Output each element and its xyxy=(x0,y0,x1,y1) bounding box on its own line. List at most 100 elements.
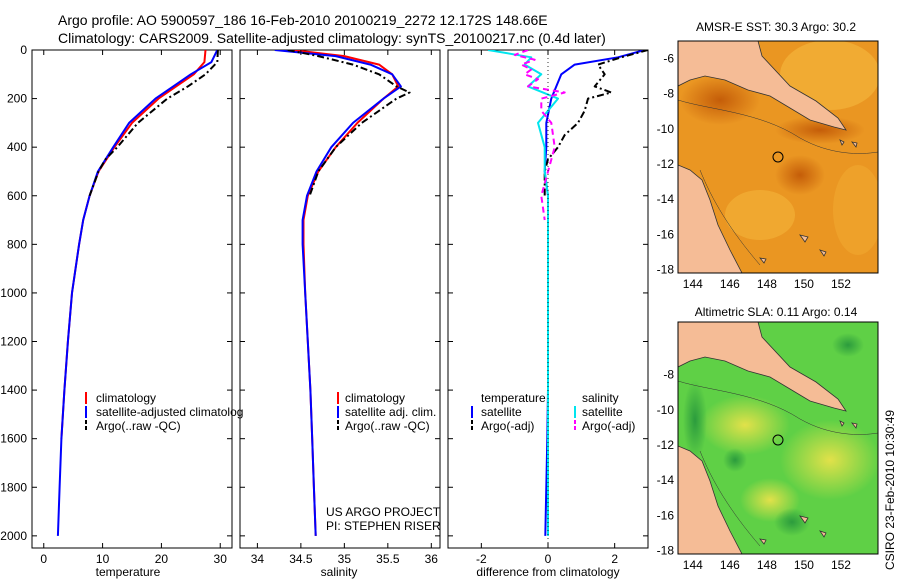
temperature-x-tick-label: 10 xyxy=(96,552,110,566)
difference-x-tick-label: -2 xyxy=(476,552,487,566)
sla-low-patch xyxy=(723,448,747,472)
sst_map-lon-tick-label: 148 xyxy=(757,277,777,291)
sla_map-lat-tick-label: -16 xyxy=(657,508,675,522)
bathymetry-contour xyxy=(699,169,761,266)
sla-high-patch xyxy=(700,395,790,455)
sst_map-lon-tick-label: 146 xyxy=(720,277,740,291)
sla_map-lat-tick-label: -8 xyxy=(663,368,674,382)
sla-low-patch xyxy=(832,333,864,357)
depth-tick-label: 1800 xyxy=(0,480,27,494)
australia-landmass xyxy=(678,164,743,273)
sla-map-frame xyxy=(677,321,879,555)
legend-label-climatology: climatology xyxy=(96,391,156,405)
temperature-x-tick-label: 20 xyxy=(155,552,169,566)
sst-hot-patch xyxy=(680,75,760,125)
legend-label-temp-argo: Argo(-adj) xyxy=(481,419,534,433)
temperature-series-argo-raw-qc xyxy=(88,50,219,197)
sst_map-lat-tick-label: -8 xyxy=(663,87,674,101)
temperature-x-tick-label: 0 xyxy=(40,552,47,566)
depth-tick-label: 1000 xyxy=(0,286,27,300)
sst_map-lat-tick-label: -12 xyxy=(657,157,675,171)
project-note-line1: US ARGO PROJECT xyxy=(326,505,441,519)
sst-map-frame xyxy=(677,40,879,274)
salinity-x-tick-label: 34.5 xyxy=(289,552,313,566)
sla-map-title: Altimetric SLA: 0.11 Argo: 0.14 xyxy=(695,305,858,319)
sla_map-lat-tick-label: -10 xyxy=(657,403,675,417)
coral-sea-islands xyxy=(759,420,858,545)
png-landmass xyxy=(678,41,847,131)
legend-label-argo: Argo(..raw -QC) xyxy=(345,419,430,433)
sla-low-patch xyxy=(683,380,707,460)
coral-sea-islands xyxy=(759,139,858,264)
sst-warm-patch xyxy=(833,165,878,255)
sla_map-lon-tick-label: 150 xyxy=(794,558,814,572)
depth-tick-label: 200 xyxy=(7,92,27,106)
salinity-x-tick-label: 34 xyxy=(251,552,265,566)
legend-label-satellite: satellite adj. clim. xyxy=(345,405,436,419)
sst_map-lat-tick-label: -18 xyxy=(657,262,675,276)
difference-x-tick-label: 0 xyxy=(545,552,552,566)
salinity-series-argo-raw-qc xyxy=(287,50,411,197)
depth-tick-label: 0 xyxy=(20,43,27,57)
temperature-axis-label: temperature xyxy=(96,565,161,579)
argo-float-marker xyxy=(772,151,784,163)
argo-float-marker xyxy=(772,434,784,446)
salinity-x-tick-label: 36 xyxy=(425,552,439,566)
salinity-series-satellite-adj-clim xyxy=(274,50,402,536)
depth-tick-label: 1400 xyxy=(0,383,27,397)
sla-low-patch xyxy=(774,508,810,536)
difference-series-salinity-argo-adj xyxy=(513,50,566,221)
salinity-axis-label: salinity xyxy=(321,565,358,579)
salinity-plot-frame xyxy=(239,49,441,549)
legend-label-sal-argo: Argo(-adj) xyxy=(582,419,635,433)
sla_map-lat-tick-label: -14 xyxy=(657,473,675,487)
sst-warm-patch xyxy=(780,41,878,110)
sst_map-lon-tick-label: 152 xyxy=(831,277,851,291)
sla_map-lon-tick-label: 144 xyxy=(683,558,703,572)
legend-label-argo: Argo(..raw -QC) xyxy=(96,419,181,433)
sla_map-lon-tick-label: 146 xyxy=(720,558,740,572)
project-note-line2: PI: STEPHEN RISER xyxy=(326,519,441,533)
sla-high-patch xyxy=(780,420,878,500)
depth-tick-label: 1200 xyxy=(0,335,27,349)
temperature-plot-frame xyxy=(31,49,233,549)
sst_map-lon-tick-label: 150 xyxy=(794,277,814,291)
sst-map xyxy=(678,41,878,273)
difference-axis-label: difference from climatology xyxy=(476,565,619,579)
legend-heading-temperature: temperature xyxy=(481,391,546,405)
png-landmass xyxy=(678,322,847,412)
temperature-x-tick-label: 30 xyxy=(214,552,228,566)
sst_map-lat-tick-label: -14 xyxy=(657,192,675,206)
side-credit: CSIRO 23-Feb-2010 10:30:49 xyxy=(883,410,897,570)
salinity-legend: climatology satellite adj. clim. Argo(..… xyxy=(337,391,436,433)
salinity-x-tick-label: 35 xyxy=(338,552,352,566)
difference-x-tick-label: 2 xyxy=(611,552,618,566)
depth-tick-label: 400 xyxy=(7,140,27,154)
depth-tick-label: 2000 xyxy=(0,529,27,543)
sst-hot-patch xyxy=(775,116,865,144)
bathymetry-contour xyxy=(678,380,878,435)
legend-label-climatology: climatology xyxy=(345,391,405,405)
legend-label-temp-satellite: satellite xyxy=(481,405,522,419)
sst-warm-patch xyxy=(725,190,795,240)
depth-tick-label: 800 xyxy=(7,237,27,251)
sst-hot-patch xyxy=(775,155,825,195)
sst_map-lat-tick-label: -6 xyxy=(663,52,674,66)
bathymetry-contour xyxy=(678,99,878,154)
sla-map xyxy=(678,322,878,554)
sst-map-title: AMSR-E SST: 30.3 Argo: 30.2 xyxy=(696,20,856,34)
sst_map-lat-tick-label: -10 xyxy=(657,122,675,136)
sla_map-lon-tick-label: 152 xyxy=(831,558,851,572)
sst_map-lon-tick-label: 144 xyxy=(683,277,703,291)
bathymetry-contour xyxy=(699,450,761,547)
legend-heading-salinity: salinity xyxy=(582,391,619,405)
figure-title-line1: Argo profile: AO 5900597_186 16-Feb-2010… xyxy=(58,12,548,28)
sst_map-lat-tick-label: -16 xyxy=(657,227,675,241)
australia-landmass xyxy=(678,445,743,554)
salinity-x-tick-label: 35.5 xyxy=(376,552,400,566)
sla_map-lon-tick-label: 148 xyxy=(757,558,777,572)
legend-label-satellite: satellite-adjusted climatolog xyxy=(96,405,243,419)
temperature-legend: climatology satellite-adjusted climatolo… xyxy=(85,391,243,433)
sla_map-lat-tick-label: -12 xyxy=(657,438,675,452)
